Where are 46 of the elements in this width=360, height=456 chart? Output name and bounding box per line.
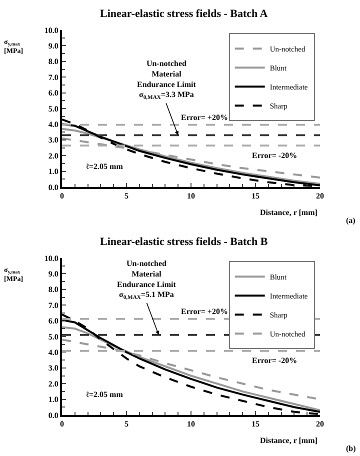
y-tick-label: 7.0 xyxy=(48,72,58,82)
y-tick-label: 6.0 xyxy=(48,88,58,98)
annotation: ℓ=2.05 mm xyxy=(86,390,124,399)
annotation: Un-notched Material Endurance Limit σ$_{0,MAX}$=5.1 MPa xyxy=(117,259,176,301)
x-tick-label: 15 xyxy=(252,420,260,429)
y-tick-label: 8.0 xyxy=(48,57,58,66)
y-tick-label: 4.0 xyxy=(48,348,58,357)
chart-title: Linear-elastic stress fields - Batch A xyxy=(100,8,268,20)
y-tick-label: 8.0 xyxy=(48,285,58,294)
y-tick-label: 0.0 xyxy=(48,182,58,192)
x-tick-label: 15 xyxy=(252,192,260,201)
annotation: ℓ=2.05 mm xyxy=(86,162,124,171)
y-tick-label: 1.0 xyxy=(48,167,58,176)
text: (b) xyxy=(346,444,356,453)
y-tick-label: 1.0 xyxy=(48,395,58,404)
y-tick-label: 5.0 xyxy=(48,104,58,114)
y-tick-label: 3.0 xyxy=(48,364,58,373)
y-tick-label: 10.0 xyxy=(44,254,58,263)
x-axis-title: Distance, r [mm] xyxy=(260,436,318,445)
annotation: Error= -20% xyxy=(252,151,298,160)
y-tick-label: 0.0 xyxy=(48,410,58,420)
text: (a) xyxy=(346,216,356,225)
y-tick-label: 6.0 xyxy=(48,316,58,326)
y-tick-label: 10.0 xyxy=(44,26,58,35)
annotation: Un-notched Material Endurance Limit σ$_{0,MAX}$=3.3 MPa xyxy=(137,59,196,101)
x-tick-label: 5 xyxy=(124,420,128,429)
y-tick-label: 5.0 xyxy=(48,332,58,342)
annotation: Error= +20% xyxy=(181,113,228,122)
x-axis-title: Distance, r [mm] xyxy=(260,208,318,217)
y-tick-label: 2.0 xyxy=(48,151,58,160)
y-tick-label: 3.0 xyxy=(48,136,58,145)
annotation: Error= +20% xyxy=(181,307,228,316)
x-tick-label: 10 xyxy=(187,192,195,201)
y-tick-label: 4.0 xyxy=(48,120,58,129)
annotation: Error= -20% xyxy=(252,356,298,365)
x-tick-label: 5 xyxy=(124,192,128,201)
y-tick-label: 9.0 xyxy=(48,42,58,50)
x-tick-label: 20 xyxy=(316,420,324,429)
y-tick-label: 9.0 xyxy=(48,270,58,278)
chart-title: Linear-elastic stress fields - Batch B xyxy=(100,236,268,248)
x-tick-label: 20 xyxy=(316,192,324,201)
x-tick-label: 0 xyxy=(60,420,64,429)
y-tick-label: 7.0 xyxy=(48,300,58,310)
x-tick-label: 10 xyxy=(187,420,195,429)
x-tick-label: 0 xyxy=(60,192,64,201)
y-tick-label: 2.0 xyxy=(48,379,58,388)
